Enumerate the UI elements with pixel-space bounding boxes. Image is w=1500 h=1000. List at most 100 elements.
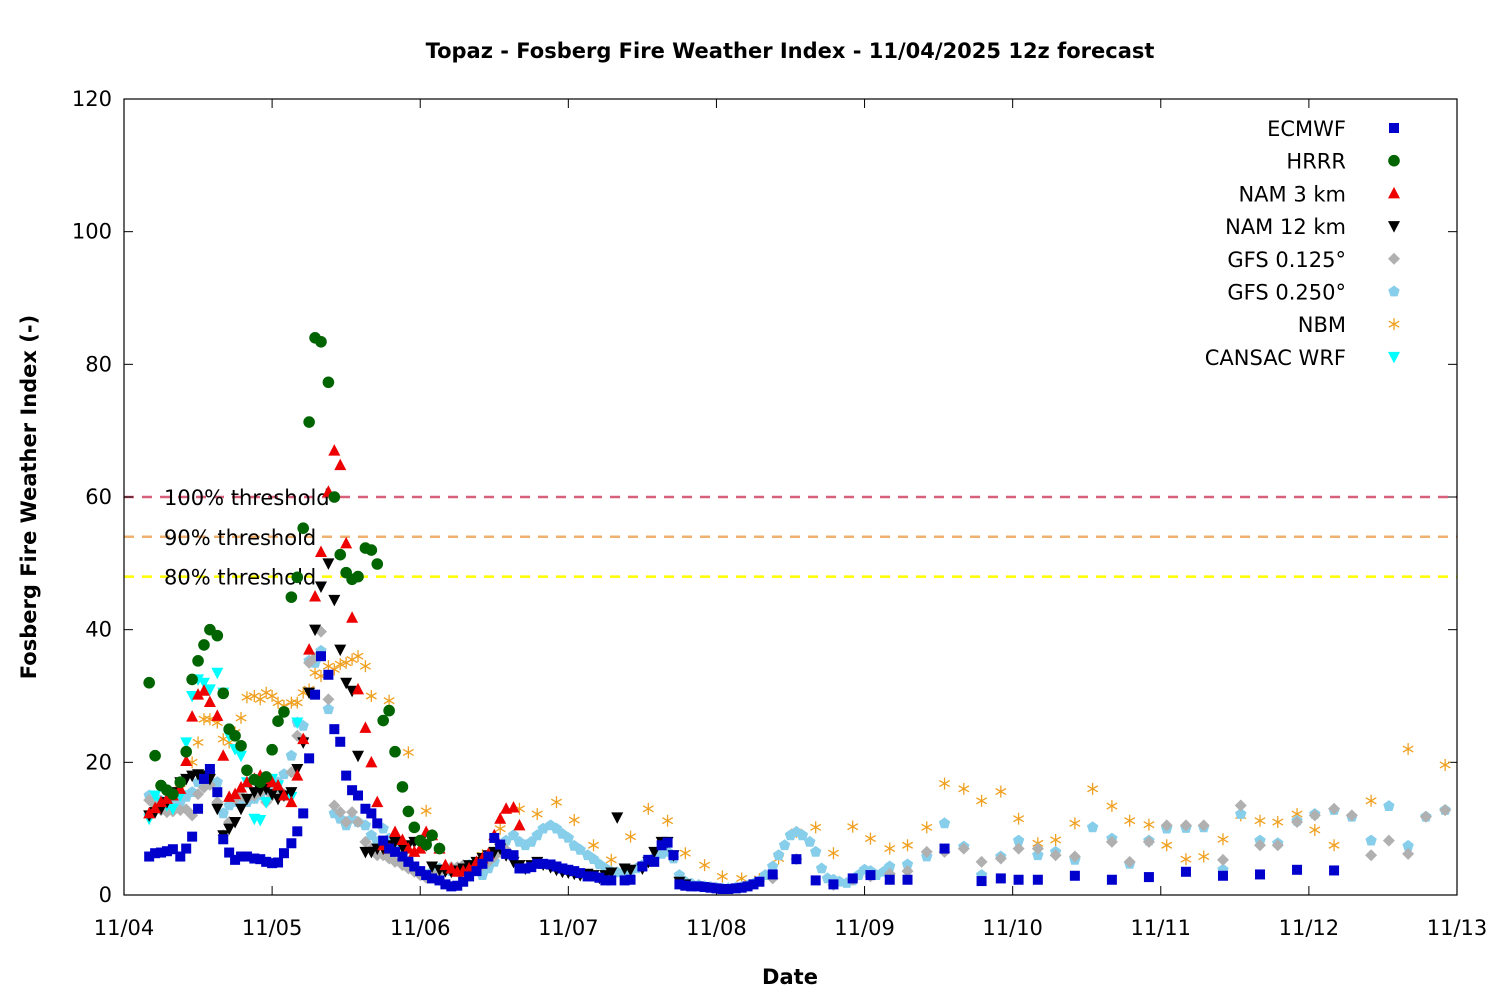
series-ecmwf (144, 651, 1340, 895)
data-point (1254, 839, 1267, 852)
data-point (884, 874, 895, 885)
data-point (322, 693, 335, 706)
data-point (1197, 819, 1210, 832)
data-point (668, 850, 679, 861)
data-point (1255, 869, 1266, 880)
data-point (1032, 874, 1043, 885)
data-point (340, 816, 353, 829)
data-point (409, 861, 420, 872)
data-point (204, 763, 215, 774)
data-point (291, 571, 304, 584)
data-point (266, 743, 278, 756)
data-point (1068, 850, 1081, 863)
y-tick-label: 80 (85, 352, 112, 376)
data-point (272, 715, 284, 728)
data-point (662, 837, 673, 848)
data-point (229, 787, 242, 800)
data-point (1217, 870, 1228, 881)
data-point (1439, 804, 1452, 817)
data-point (494, 822, 506, 835)
data-point (383, 704, 395, 717)
data-point (568, 814, 580, 827)
data-point (211, 629, 224, 642)
data-point (211, 667, 224, 680)
data-point (643, 854, 654, 865)
data-point (192, 788, 205, 801)
series-gfs-0-125- (143, 625, 1452, 892)
data-point (260, 797, 273, 809)
data-point (371, 795, 384, 808)
data-point (340, 677, 353, 690)
data-point (224, 847, 235, 858)
data-point (266, 789, 279, 801)
data-point (514, 863, 525, 874)
data-point (403, 856, 414, 867)
legend-marker (1388, 221, 1400, 233)
data-point (309, 590, 322, 602)
data-point (1439, 758, 1451, 771)
data-point (291, 717, 304, 730)
data-point (674, 879, 685, 890)
data-point (384, 843, 395, 854)
data-point (167, 844, 178, 855)
data-point (778, 839, 791, 851)
x-tick-label: 11/13 (1427, 916, 1488, 940)
data-point (328, 594, 341, 607)
data-point (1365, 849, 1378, 862)
data-point (1180, 853, 1192, 866)
data-point (501, 848, 512, 859)
data-point (754, 876, 765, 887)
data-point (827, 847, 839, 860)
x-tick-label: 11/10 (982, 916, 1043, 940)
data-point (810, 845, 822, 857)
data-point (402, 746, 414, 759)
data-point (341, 770, 352, 781)
data-point (958, 782, 970, 795)
data-point (193, 803, 204, 814)
legend-label: NBM (1298, 313, 1346, 337)
data-point (656, 840, 667, 851)
data-point (575, 868, 586, 879)
data-point (167, 788, 179, 800)
data-point (1308, 809, 1321, 822)
data-point (160, 792, 173, 804)
x-tick-label: 11/04 (94, 916, 155, 940)
data-point (241, 851, 252, 862)
data-point (322, 703, 335, 715)
data-point (396, 781, 409, 793)
data-point (562, 832, 574, 843)
data-point (223, 823, 236, 836)
data-point (235, 739, 247, 752)
data-point (389, 745, 401, 758)
data-point (402, 805, 415, 818)
data-point (272, 779, 285, 791)
data-point (310, 689, 321, 700)
chart-title: Topaz - Fosberg Fire Weather Index - 11/… (426, 39, 1155, 63)
data-point (723, 884, 734, 895)
data-point (198, 639, 210, 651)
data-point (642, 802, 654, 815)
data-point (1161, 839, 1173, 852)
data-point (352, 750, 365, 763)
data-point (625, 874, 636, 885)
data-point (278, 706, 290, 718)
data-point (767, 860, 779, 872)
data-point (588, 871, 599, 882)
y-tick-label: 100 (72, 220, 112, 244)
data-point (458, 876, 469, 887)
legend-marker (1388, 318, 1400, 331)
data-point (415, 866, 426, 877)
data-point (402, 842, 415, 854)
data-point (203, 695, 216, 707)
data-point (365, 846, 378, 859)
y-tick-label: 20 (85, 750, 112, 774)
data-point (699, 882, 710, 893)
data-point (865, 870, 876, 881)
data-point (323, 669, 334, 680)
legend-label: GFS 0.250° (1227, 281, 1346, 305)
y-tick-label: 120 (72, 87, 112, 111)
data-point (587, 839, 600, 852)
data-point (847, 873, 858, 884)
data-point (452, 880, 463, 891)
data-point (488, 846, 501, 859)
